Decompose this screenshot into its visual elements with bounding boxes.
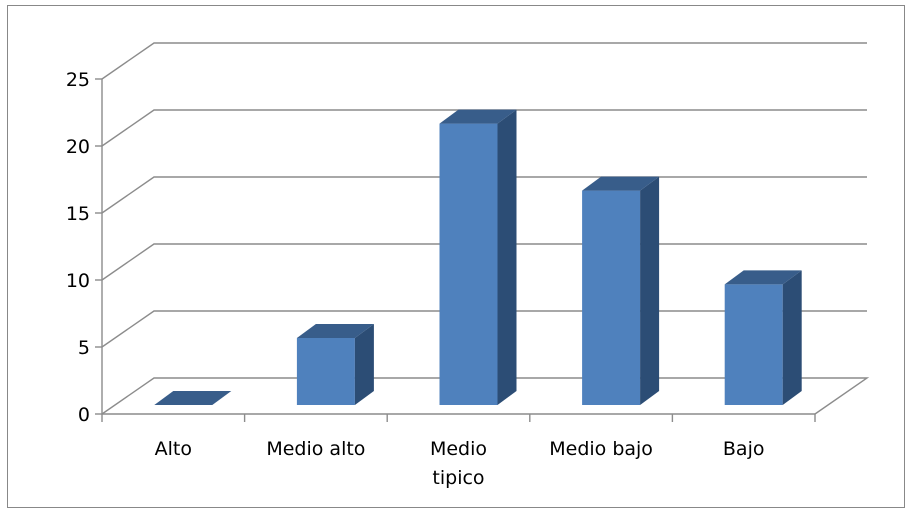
x-category-label: Medio tipico: [430, 438, 487, 489]
bar: [296, 324, 374, 405]
x-category-label: Alto: [155, 438, 192, 460]
x-category-label-line: Medio: [430, 438, 487, 460]
x-category-label-line: Medio bajo: [549, 438, 653, 460]
bar-top: [724, 270, 802, 285]
bar-front: [724, 284, 783, 405]
x-category-label: Medio bajo: [549, 438, 653, 460]
bars: [154, 109, 802, 405]
x-category-label-line: Alto: [155, 438, 192, 460]
bar-front: [296, 338, 355, 405]
bar-side: [354, 324, 374, 405]
axes: [95, 78, 816, 422]
bar-top: [439, 109, 517, 124]
bar-front: [582, 190, 641, 405]
gridline: [101, 42, 867, 80]
bar: [582, 176, 660, 405]
y-tick-label: 20: [66, 136, 90, 158]
x-category-label: Medio alto: [266, 438, 365, 460]
bar-top: [582, 176, 660, 191]
x-category-label-line: Bajo: [723, 438, 765, 460]
x-category-label-line: tipico: [432, 467, 484, 489]
y-tick-label: 10: [66, 270, 90, 292]
y-tick-label: 5: [78, 337, 90, 359]
x-category-label-line: Medio alto: [266, 438, 365, 460]
y-tick-label: 15: [66, 203, 90, 225]
bar-side: [782, 270, 802, 405]
bar-side: [497, 109, 517, 405]
bar-top: [154, 391, 232, 405]
x-category-label: Bajo: [723, 438, 765, 460]
y-tick-label: 25: [66, 69, 90, 91]
bar-top: [296, 324, 374, 338]
bar: [154, 391, 232, 405]
gridline: [101, 109, 867, 147]
bar: [724, 270, 802, 405]
bar: [439, 109, 517, 405]
y-tick-label: 0: [78, 404, 90, 426]
bar-side: [640, 176, 660, 405]
bar-front: [439, 123, 498, 405]
